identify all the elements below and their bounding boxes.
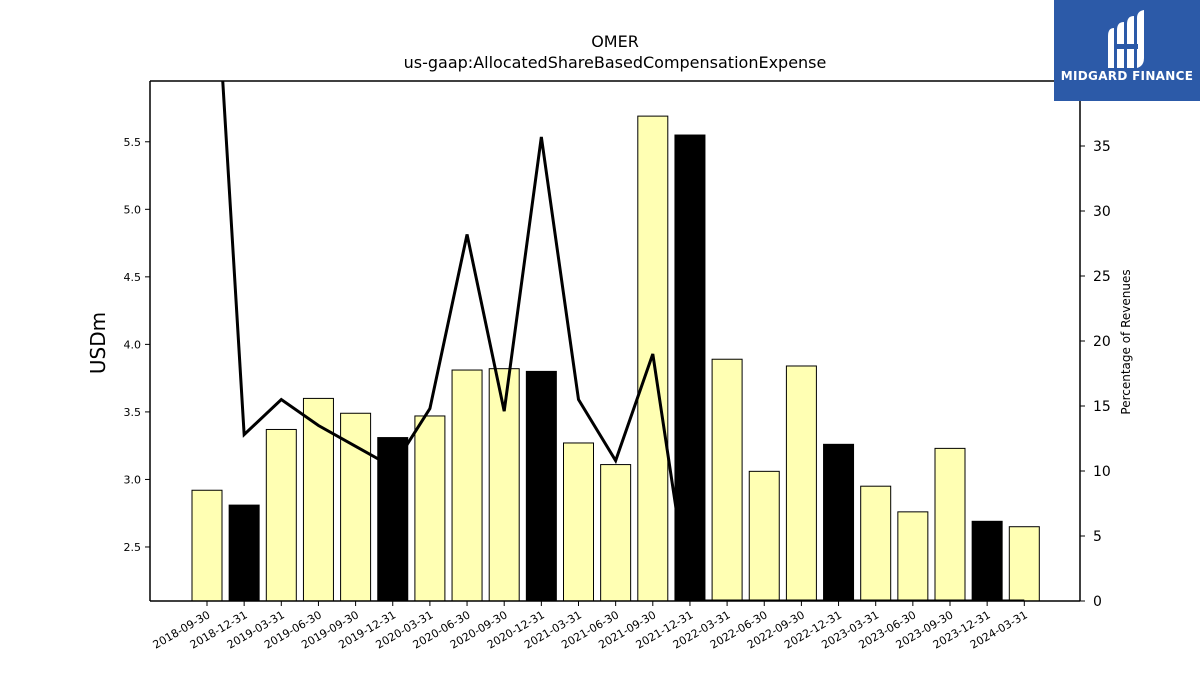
bar xyxy=(711,358,743,601)
bar xyxy=(340,412,372,601)
bar xyxy=(451,369,483,601)
bar xyxy=(302,397,334,601)
bar xyxy=(971,520,1003,601)
bar xyxy=(1008,526,1040,601)
bar xyxy=(748,470,780,601)
y2-tick-label: 20 xyxy=(1093,334,1111,350)
bar xyxy=(823,443,855,601)
midgard-logo-icon xyxy=(1108,10,1144,68)
y2-tick-label: 35 xyxy=(1093,139,1111,155)
bar xyxy=(191,489,223,601)
bar xyxy=(563,442,594,601)
bar xyxy=(265,428,297,601)
y2-tick-label: 15 xyxy=(1093,399,1111,415)
y-tick-label: 2.5 xyxy=(124,541,142,554)
chart-subtitle: us-gaap:AllocatedShareBasedCompensationE… xyxy=(403,53,827,72)
y2-axis-label: Percentage of Revenues xyxy=(1119,269,1133,414)
bar xyxy=(674,134,706,601)
bar xyxy=(897,511,929,601)
logo-text: MIDGARD FINANCE xyxy=(1060,69,1194,83)
y-axis-label: USDm xyxy=(86,312,110,374)
revenue-percentage-line xyxy=(221,81,1025,601)
y2-tick-label: 30 xyxy=(1093,204,1111,220)
y2-tick-label: 5 xyxy=(1093,529,1102,545)
bar xyxy=(785,365,817,601)
midgard-finance-logo: MIDGARD FINANCE xyxy=(1054,0,1200,101)
bar xyxy=(600,464,632,601)
y2-tick-label: 10 xyxy=(1093,464,1111,480)
y2-tick-label: 25 xyxy=(1093,269,1111,285)
chart-title: OMER xyxy=(591,32,639,51)
y-tick-label: 3.0 xyxy=(124,473,142,486)
y-tick-label: 4.0 xyxy=(124,338,142,351)
y-tick-label: 3.5 xyxy=(124,406,142,419)
y-tick-label: 5.5 xyxy=(124,136,142,149)
bar xyxy=(860,485,892,601)
y-tick-label: 4.5 xyxy=(124,271,142,284)
bar xyxy=(525,370,557,601)
bar xyxy=(934,447,966,601)
bar xyxy=(228,504,260,601)
bars-group xyxy=(191,115,1040,601)
y-tick-label: 5.0 xyxy=(124,203,142,216)
bar xyxy=(414,415,446,601)
y2-tick-label: 0 xyxy=(1093,594,1102,610)
